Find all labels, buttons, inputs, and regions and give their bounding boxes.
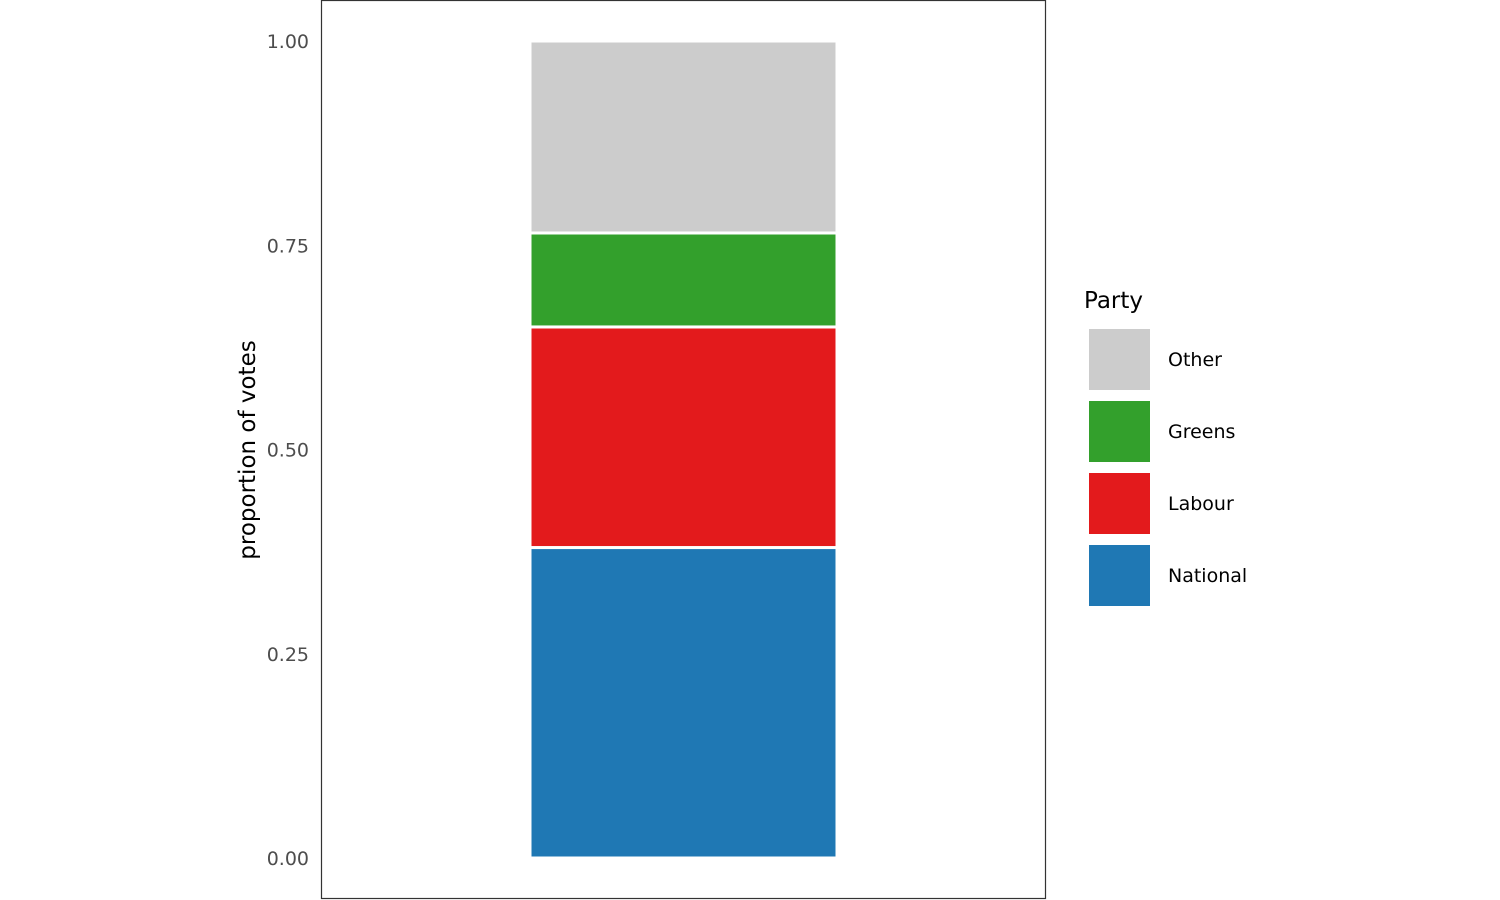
legend-label-national: National <box>1168 565 1247 587</box>
y-tick-label: 0.25 <box>267 644 309 666</box>
legend-key-national <box>1089 545 1150 606</box>
y-axis-title: proportion of votes <box>235 340 261 559</box>
legend-key-labour <box>1089 473 1150 534</box>
bar-segment-labour <box>528 325 839 550</box>
legend-key-other <box>1089 329 1150 390</box>
bar-segments <box>528 39 839 860</box>
bar-segment-other <box>528 39 839 235</box>
legend-title: Party <box>1084 288 1143 314</box>
bar-segment-national <box>528 546 839 860</box>
y-axis-ticks: 0.00 0.25 0.50 0.75 1.00 <box>267 31 309 870</box>
bar-segment-greens <box>528 231 839 329</box>
y-tick-label: 0.75 <box>267 235 309 257</box>
legend-label-labour: Labour <box>1168 493 1234 515</box>
legend-key-greens <box>1089 401 1150 462</box>
legend: Party Other Greens Labour National <box>1084 288 1247 606</box>
y-tick-label: 0.00 <box>267 848 309 870</box>
y-tick-label: 1.00 <box>267 31 309 53</box>
legend-label-greens: Greens <box>1168 421 1235 443</box>
y-tick-label: 0.50 <box>267 440 309 462</box>
legend-label-other: Other <box>1168 349 1222 371</box>
